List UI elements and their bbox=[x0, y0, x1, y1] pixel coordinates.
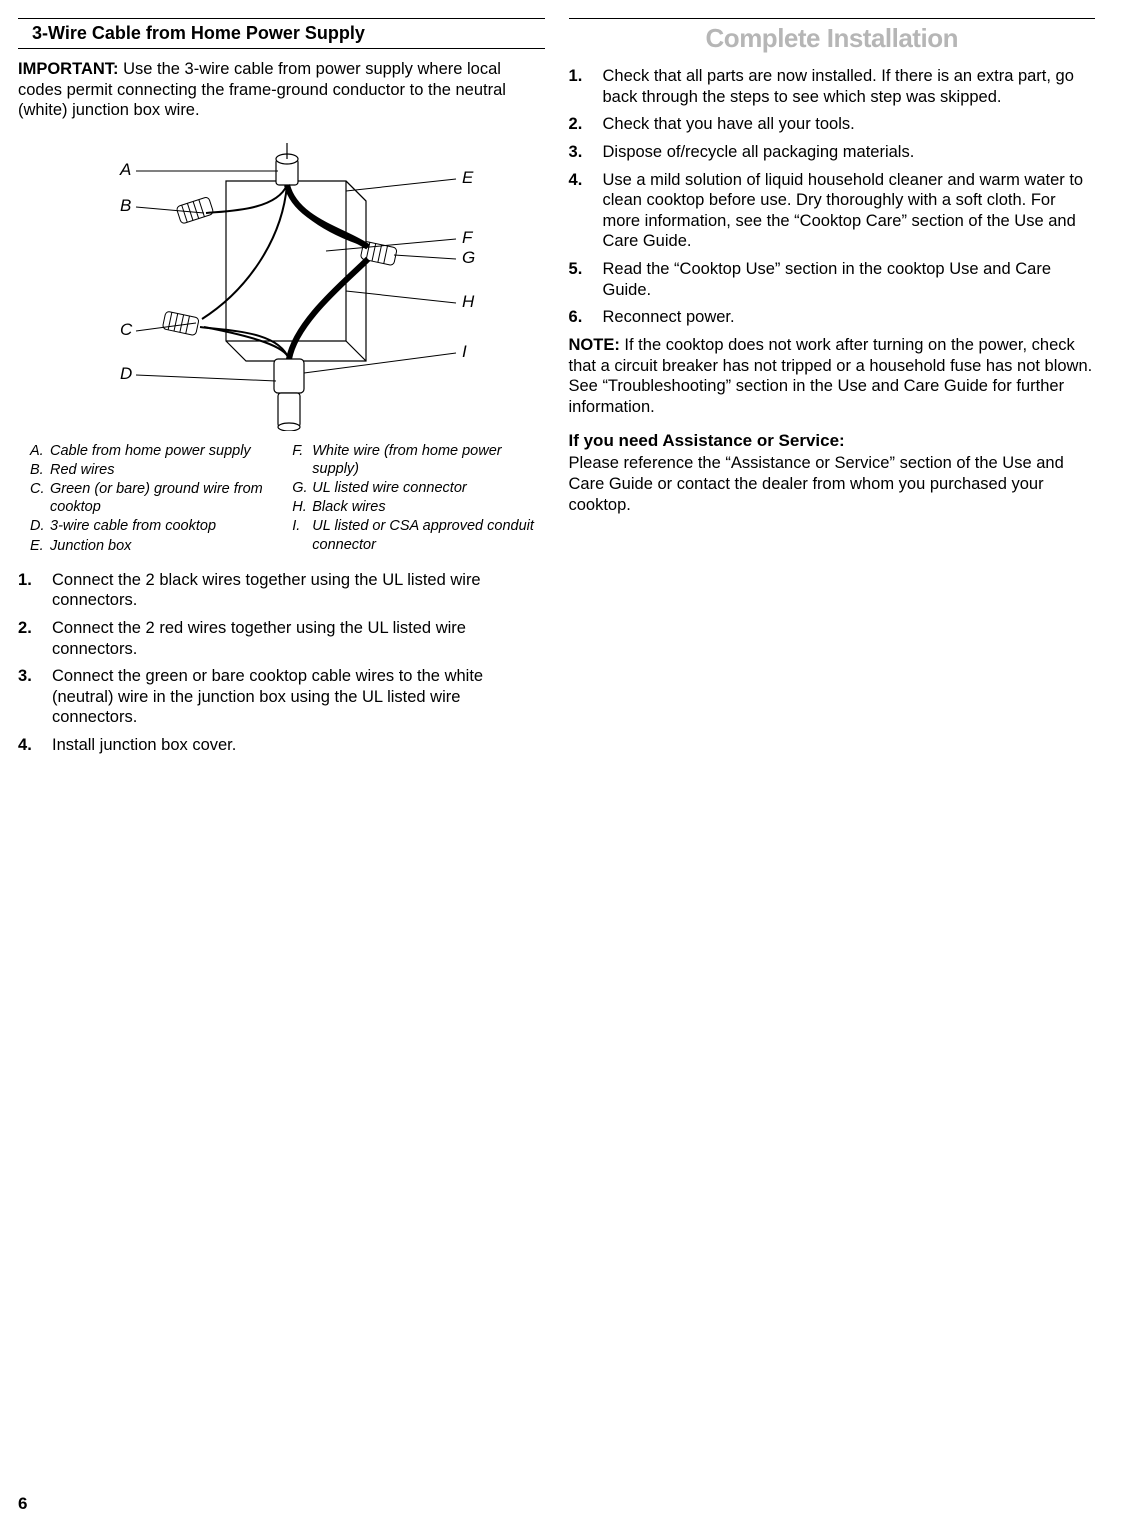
step-item: Connect the 2 red wires together using t… bbox=[18, 618, 545, 659]
page-number: 6 bbox=[18, 1494, 27, 1514]
step-item: Connect the green or bare cooktop cable … bbox=[18, 666, 545, 728]
diagram-label-D: D bbox=[120, 364, 132, 383]
legend-item: A.Cable from home power supply bbox=[30, 442, 272, 460]
legend-item: G.UL listed wire connector bbox=[292, 479, 534, 497]
legend-text: Cable from home power supply bbox=[50, 442, 272, 460]
legend-item: E.Junction box bbox=[30, 537, 272, 555]
legend-key: D. bbox=[30, 517, 50, 535]
step-item: Check that you have all your tools. bbox=[569, 114, 1096, 135]
legend-key: B. bbox=[30, 461, 50, 479]
right-steps-list: Check that all parts are now installed. … bbox=[569, 66, 1096, 328]
legend-text: UL listed or CSA approved conduit connec… bbox=[312, 517, 534, 553]
step-item: Connect the 2 black wires together using… bbox=[18, 570, 545, 611]
step-item: Read the “Cooktop Use” section in the co… bbox=[569, 259, 1096, 300]
legend-key: I. bbox=[292, 517, 312, 553]
note-paragraph: NOTE: If the cooktop does not work after… bbox=[569, 335, 1096, 418]
left-steps-list: Connect the 2 black wires together using… bbox=[18, 570, 545, 756]
legend-text: White wire (from home power supply) bbox=[312, 442, 534, 478]
step-item: Check that all parts are now installed. … bbox=[569, 66, 1096, 107]
legend-key: F. bbox=[292, 442, 312, 478]
step-item: Reconnect power. bbox=[569, 307, 1096, 328]
legend-key: G. bbox=[292, 479, 312, 497]
legend-item: C.Green (or bare) ground wire from cookt… bbox=[30, 480, 272, 516]
diagram-label-B: B bbox=[120, 196, 131, 215]
important-lead: IMPORTANT: bbox=[18, 60, 119, 78]
legend-col-left: A.Cable from home power supplyB.Red wire… bbox=[30, 442, 272, 556]
diagram-label-A: A bbox=[119, 160, 131, 179]
step-item: Dispose of/recycle all packaging materia… bbox=[569, 142, 1096, 163]
assistance-subhead: If you need Assistance or Service: bbox=[569, 431, 1096, 451]
legend-key: E. bbox=[30, 537, 50, 555]
legend-key: C. bbox=[30, 480, 50, 516]
legend-key: A. bbox=[30, 442, 50, 460]
left-section-header: 3-Wire Cable from Home Power Supply bbox=[18, 18, 545, 49]
legend-text: Red wires bbox=[50, 461, 272, 479]
legend-text: Black wires bbox=[312, 498, 534, 516]
diagram-label-E: E bbox=[462, 168, 474, 187]
diagram-label-I: I bbox=[462, 342, 467, 361]
legend-key: H. bbox=[292, 498, 312, 516]
right-section-header: Complete Installation bbox=[569, 18, 1096, 62]
right-column: Complete Installation Check that all par… bbox=[569, 18, 1096, 763]
diagram-label-G: G bbox=[462, 248, 475, 267]
step-item: Use a mild solution of liquid household … bbox=[569, 170, 1096, 253]
note-lead: NOTE: bbox=[569, 336, 620, 354]
legend-item: H.Black wires bbox=[292, 498, 534, 516]
legend-text: Junction box bbox=[50, 537, 272, 555]
legend-text: 3-wire cable from cooktop bbox=[50, 517, 272, 535]
diagram-label-F: F bbox=[462, 228, 474, 247]
wiring-diagram: A B C D E F G H I bbox=[18, 131, 545, 436]
important-paragraph: IMPORTANT: Use the 3-wire cable from pow… bbox=[18, 59, 545, 121]
diagram-legend: A.Cable from home power supplyB.Red wire… bbox=[30, 442, 535, 556]
assistance-text: Please reference the “Assistance or Serv… bbox=[569, 453, 1096, 515]
diagram-label-C: C bbox=[120, 320, 133, 339]
legend-text: UL listed wire connector bbox=[312, 479, 534, 497]
left-column: 3-Wire Cable from Home Power Supply IMPO… bbox=[18, 18, 545, 763]
legend-text: Green (or bare) ground wire from cooktop bbox=[50, 480, 272, 516]
note-text: If the cooktop does not work after turni… bbox=[569, 336, 1093, 416]
step-item: Install junction box cover. bbox=[18, 735, 545, 756]
legend-item: B.Red wires bbox=[30, 461, 272, 479]
legend-item: F.White wire (from home power supply) bbox=[292, 442, 534, 478]
legend-item: D.3-wire cable from cooktop bbox=[30, 517, 272, 535]
diagram-label-H: H bbox=[462, 292, 475, 311]
legend-item: I.UL listed or CSA approved conduit conn… bbox=[292, 517, 534, 553]
legend-col-right: F.White wire (from home power supply)G.U… bbox=[292, 442, 534, 556]
